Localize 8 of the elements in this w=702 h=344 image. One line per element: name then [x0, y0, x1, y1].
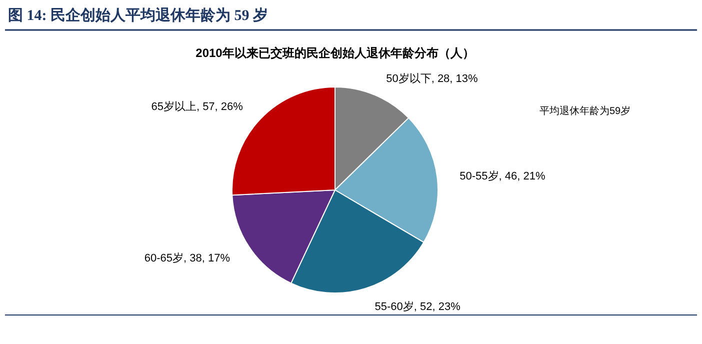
text: 平均退休年龄为59岁 [539, 105, 631, 117]
slice-label: 65岁以上, 57, 26% [151, 100, 244, 114]
chart-subtitle: 2010年以来已交班的民企创始人退休年龄分布（人） [196, 46, 474, 60]
slice-label: 50岁以下, 28, 13% [386, 72, 478, 85]
slice-label: 50-55岁, 46, 21% [460, 170, 546, 182]
slice-label: 60-65岁, 38, 17% [144, 252, 230, 265]
slice-label: 55-60岁, 52, 23% [374, 301, 461, 314]
chart-title: 图 14: 民企创始人平均退休年龄为 59 岁 [8, 7, 268, 24]
